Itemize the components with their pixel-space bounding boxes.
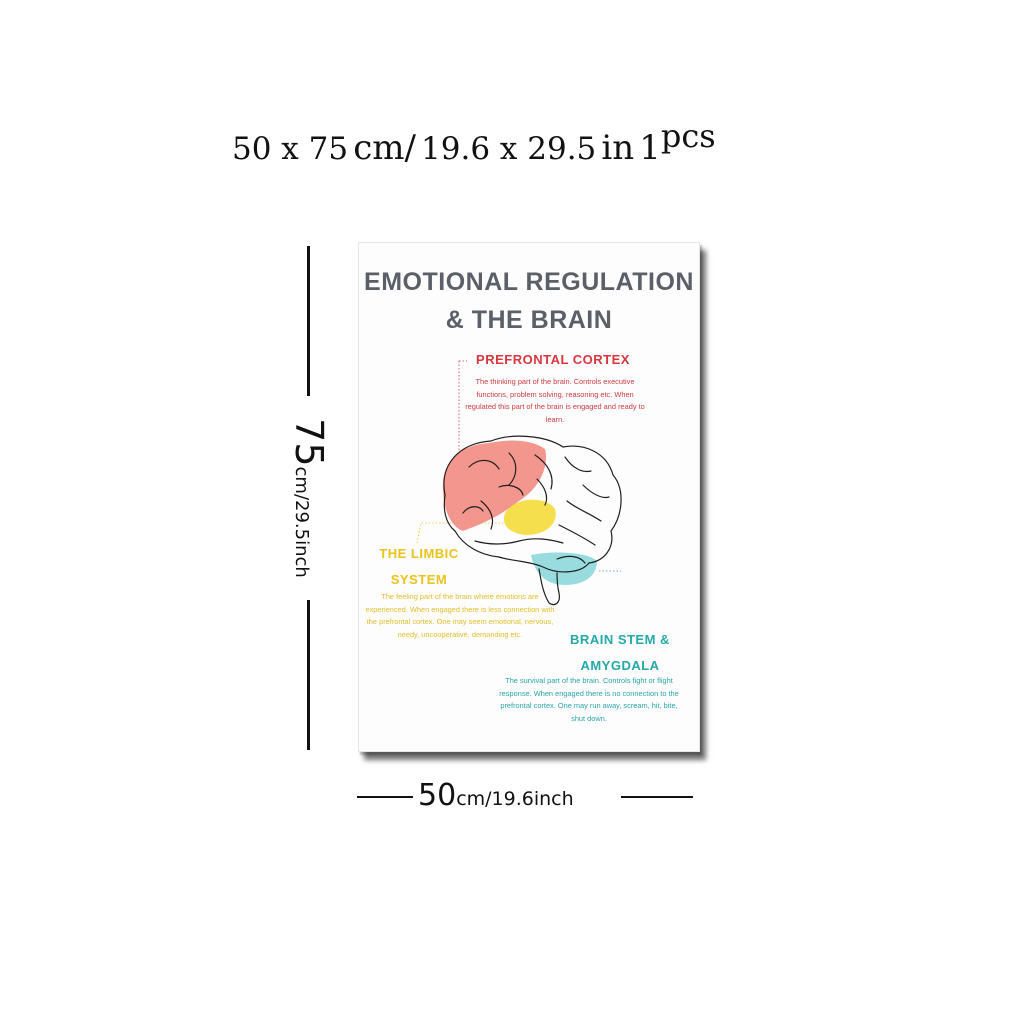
caption-dims-unit: cm/ <box>353 128 416 168</box>
poster-title: EMOTIONAL REGULATION & THE BRAIN <box>359 263 699 339</box>
width-dimension-line-right <box>621 796 693 798</box>
height-dimension-line-top <box>307 246 310 396</box>
brain-stem-heading-line-2: AMYGDALA <box>580 658 660 673</box>
limbic-heading-line-2: SYSTEM <box>390 572 448 587</box>
width-dimension-line-left <box>357 796 413 798</box>
caption-quantity-unit: pcs <box>660 117 716 155</box>
width-dimension-number: 50 <box>418 778 457 813</box>
prefrontal-description: The thinking part of the brain. Controls… <box>465 377 645 424</box>
brain-illustration <box>416 360 622 606</box>
size-caption: 50 x 75 cm/ 19.6 x 29.5 in 1pcs <box>232 117 716 168</box>
prefrontal-leader-line <box>458 360 467 453</box>
limbic-heading-line-1: THE LIMBIC <box>379 546 459 561</box>
poster: EMOTIONAL REGULATION & THE BRAIN <box>358 242 700 752</box>
height-dimension-label: 75cm/29.5inch <box>287 418 331 578</box>
caption-inch-unit: in <box>601 128 635 168</box>
height-dimension-unit: cm/29.5inch <box>291 466 312 578</box>
brain-stem-description: The survival part of the brain. Controls… <box>499 676 679 723</box>
width-dimension-unit: cm/19.6inch <box>456 788 574 810</box>
poster-title-line-2: & THE BRAIN <box>445 306 613 334</box>
caption-dims-number: 50 x 75 <box>232 131 349 167</box>
width-dimension-label: 50cm/19.6inch <box>418 778 574 813</box>
poster-title-line-1: EMOTIONAL REGULATION <box>364 268 694 296</box>
limbic-heading: THE LIMBIC SYSTEM <box>369 541 469 593</box>
height-dimension-line-bottom <box>307 600 310 750</box>
brain-outline <box>443 435 622 606</box>
stem-region <box>531 552 597 585</box>
limbic-region <box>503 499 556 535</box>
brain-stem-heading-line-1: BRAIN STEM & <box>570 632 670 647</box>
caption-inch-number: 19.6 x 29.5 <box>421 131 597 167</box>
leader-lines <box>416 360 621 572</box>
limbic-description: The feeling part of the brain where emot… <box>365 592 555 639</box>
caption-quantity-number: 1 <box>639 128 661 168</box>
brain-stem-heading: BRAIN STEM & AMYGDALA <box>555 627 685 679</box>
prefrontal-heading: PREFRONTAL CORTEX <box>476 352 630 367</box>
height-dimension-number: 75 <box>287 418 331 467</box>
